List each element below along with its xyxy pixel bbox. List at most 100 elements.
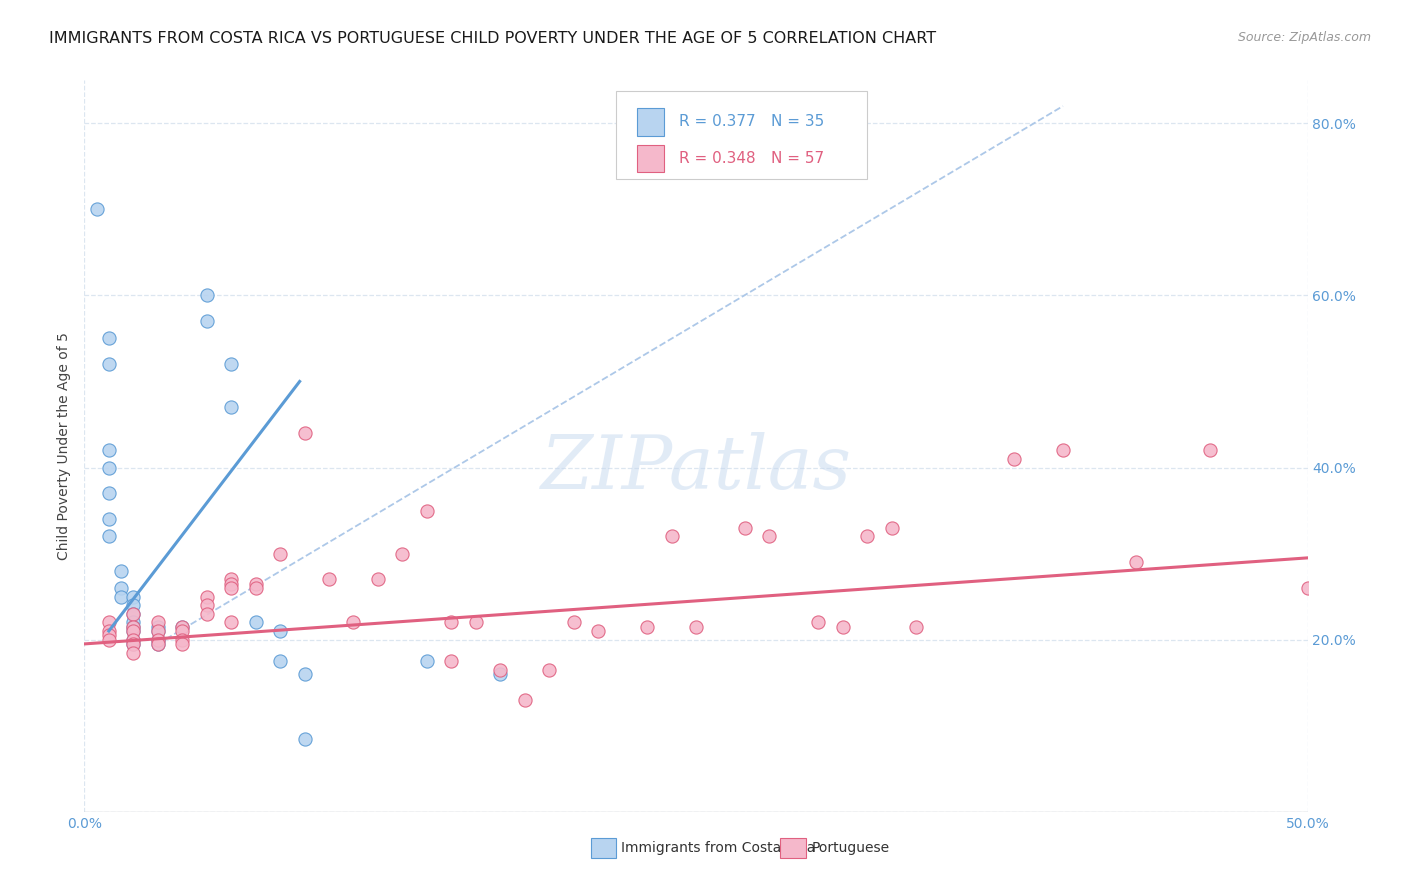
Point (195, 314, 218, 328)
Point (269, 624, 291, 638)
Point (685, 620, 707, 634)
Point (489, 663, 512, 677)
Point (269, 654, 291, 668)
Point (97, 443, 120, 458)
Point (586, 624, 609, 638)
Text: R = 0.377: R = 0.377 (679, 114, 755, 129)
Point (219, 573, 242, 587)
Point (122, 620, 145, 634)
Text: Source: ZipAtlas.com: Source: ZipAtlas.com (1237, 31, 1371, 45)
Point (172, 624, 194, 638)
Point (1198, 443, 1220, 458)
Point (391, 547, 413, 561)
Point (110, 590, 132, 604)
Point (97, 628, 120, 642)
Point (97, 624, 120, 638)
Point (1002, 451, 1025, 466)
Point (97, 615, 120, 630)
Point (489, 667, 512, 681)
Point (97, 486, 120, 500)
Point (342, 615, 364, 630)
Point (831, 620, 853, 634)
Point (122, 615, 145, 630)
Point (122, 607, 145, 621)
Point (367, 573, 389, 587)
Point (97, 512, 120, 526)
Point (146, 620, 169, 634)
Point (110, 581, 132, 595)
Point (219, 581, 242, 595)
Point (122, 624, 145, 638)
Point (122, 637, 145, 651)
Point (146, 624, 169, 638)
Point (97, 632, 120, 647)
Point (464, 615, 486, 630)
FancyBboxPatch shape (616, 91, 868, 179)
Point (636, 620, 658, 634)
Point (758, 529, 780, 543)
Point (734, 521, 756, 535)
Point (416, 654, 439, 668)
Point (856, 529, 879, 543)
Point (245, 576, 267, 591)
FancyBboxPatch shape (637, 108, 664, 136)
Point (195, 598, 218, 612)
Point (440, 615, 463, 630)
Text: N = 35: N = 35 (770, 114, 824, 129)
Point (538, 663, 561, 677)
Point (122, 590, 145, 604)
Point (146, 632, 169, 647)
Point (146, 637, 169, 651)
Point (122, 624, 145, 638)
Point (269, 547, 291, 561)
Point (122, 598, 145, 612)
Point (1296, 581, 1319, 595)
Point (97, 529, 120, 543)
Point (122, 637, 145, 651)
Point (219, 576, 242, 591)
Point (562, 615, 585, 630)
Point (294, 426, 316, 441)
Point (195, 607, 218, 621)
FancyBboxPatch shape (637, 145, 664, 172)
Point (195, 288, 218, 302)
Point (416, 503, 439, 517)
Point (110, 564, 132, 578)
Point (1125, 555, 1147, 569)
Point (146, 632, 169, 647)
Text: Portuguese: Portuguese (811, 841, 890, 855)
Point (245, 581, 267, 595)
Y-axis label: Child Poverty Under the Age of 5: Child Poverty Under the Age of 5 (58, 332, 72, 560)
Point (122, 607, 145, 621)
Text: N = 57: N = 57 (770, 151, 824, 166)
Point (172, 620, 194, 634)
Point (219, 357, 242, 371)
Point (661, 529, 683, 543)
Point (172, 632, 194, 647)
Point (122, 620, 145, 634)
Point (219, 615, 242, 630)
Point (440, 654, 463, 668)
Point (513, 693, 536, 707)
Point (905, 620, 928, 634)
Point (122, 632, 145, 647)
Point (146, 637, 169, 651)
Point (172, 620, 194, 634)
Point (97, 357, 120, 371)
Point (172, 637, 194, 651)
Point (807, 615, 830, 630)
Point (294, 731, 316, 746)
Point (880, 521, 903, 535)
Point (122, 646, 145, 660)
Text: IMMIGRANTS FROM COSTA RICA VS PORTUGUESE CHILD POVERTY UNDER THE AGE OF 5 CORREL: IMMIGRANTS FROM COSTA RICA VS PORTUGUESE… (49, 31, 936, 46)
Point (294, 667, 316, 681)
Text: R = 0.348: R = 0.348 (679, 151, 755, 166)
Point (86, 202, 108, 217)
Point (195, 590, 218, 604)
Text: ZIPatlas: ZIPatlas (540, 432, 852, 504)
Point (1052, 443, 1074, 458)
Point (97, 460, 120, 475)
Text: Immigrants from Costa Rica: Immigrants from Costa Rica (621, 841, 815, 855)
Point (219, 401, 242, 415)
Point (122, 632, 145, 647)
